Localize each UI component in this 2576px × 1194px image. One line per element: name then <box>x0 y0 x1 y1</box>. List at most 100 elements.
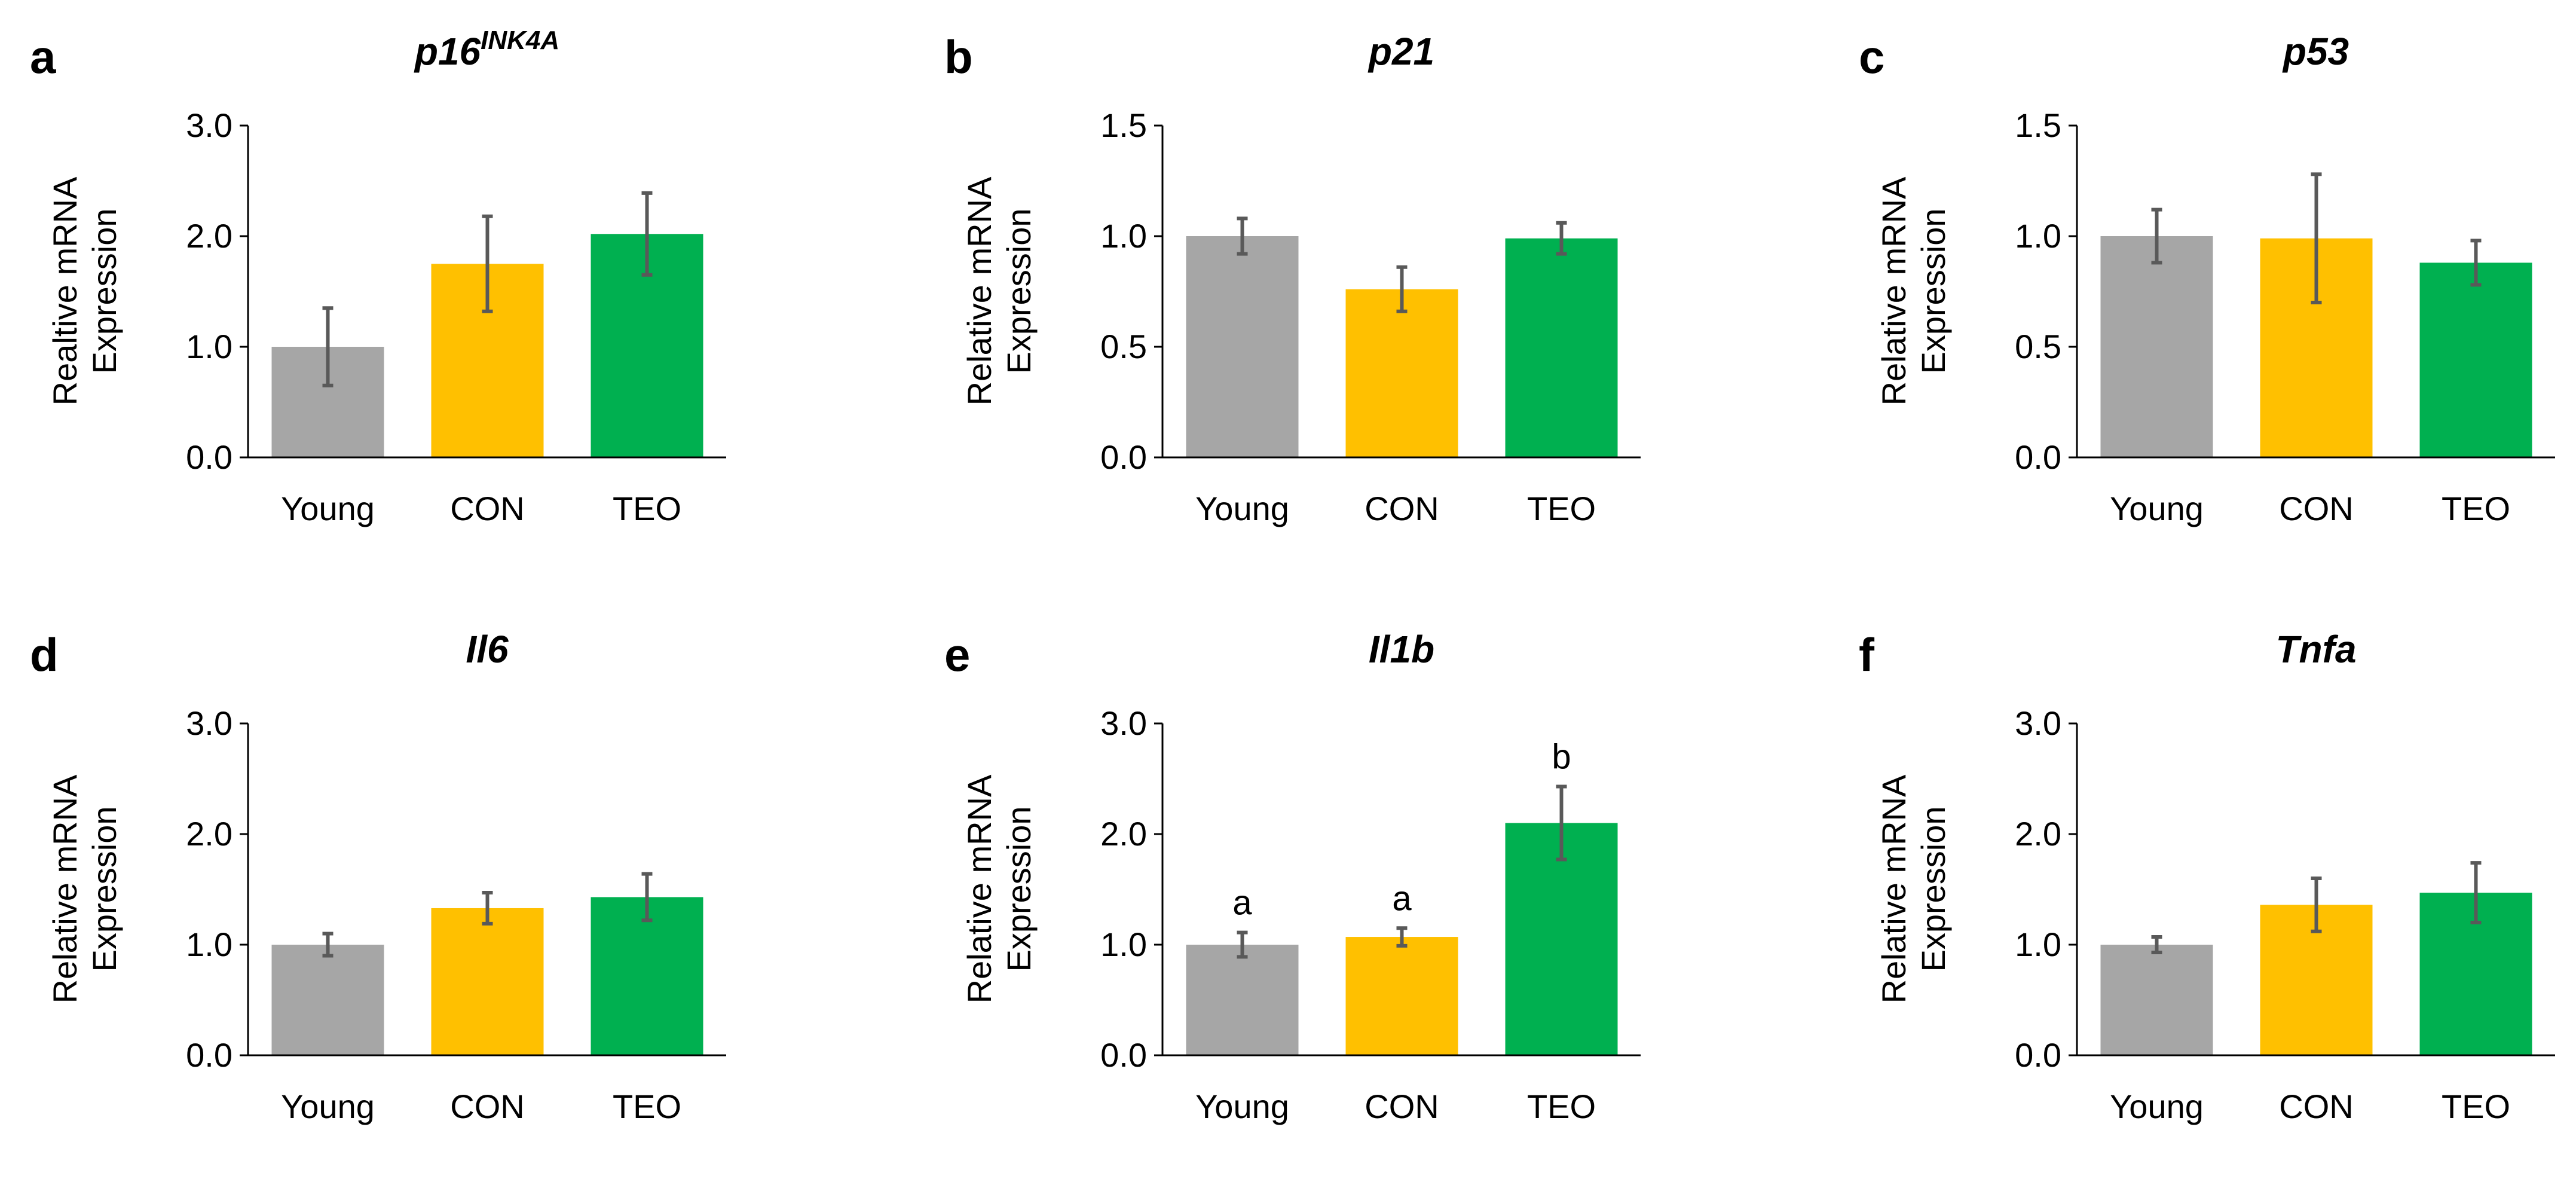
significance-letter: a <box>1392 879 1412 918</box>
chart-panel-e: e Il1b Relative mRNAExpression 0.0 1.0 2.0 3.0… <box>944 628 1641 1125</box>
x-category-label: TEO <box>613 490 681 527</box>
chart-title-main: Tnfa <box>2275 628 2356 671</box>
x-category-label: CON <box>450 1088 524 1125</box>
error-bar-young <box>322 932 334 958</box>
y-tick-label: 1.0 <box>186 926 232 963</box>
x-category-label: CON <box>2279 1088 2353 1125</box>
chart-title-superscript: INK4A <box>481 26 559 55</box>
chart-panel-c: c p53 Relative mRNAExpression 0.0 0.5 1.0 1.5 Y… <box>1859 30 2555 527</box>
x-category-label: Young <box>281 1088 375 1125</box>
error-bar-teo <box>641 872 653 923</box>
y-axis-label-line: Relative mRNA <box>960 774 998 1003</box>
x-category-label: TEO <box>1527 1088 1596 1125</box>
chart-panel-b: b p21 Relative mRNAExpression 0.0 0.5 1.0 1.5 Y… <box>944 30 1641 527</box>
y-tick-label: 2.0 <box>1100 815 1147 853</box>
chart-panel-d: d Il6 Relative mRNAExpression 0.0 1.0 2.0 3.0 Y… <box>30 628 726 1125</box>
significance-letter: b <box>1552 737 1571 776</box>
y-axis-label-line: Relative mRNA <box>1875 176 1913 405</box>
y-tick-label: 0.0 <box>186 1036 232 1074</box>
y-tick-label: 1.0 <box>186 328 232 365</box>
y-tick-label: 0.0 <box>186 438 232 476</box>
chart-title-main: p21 <box>1367 30 1434 73</box>
x-category-label: TEO <box>613 1088 681 1125</box>
panel-letter: f <box>1859 628 1875 681</box>
y-tick-label: 2.0 <box>2015 815 2061 853</box>
chart-title: Il6 <box>466 628 509 671</box>
y-axis-label-line: Relative mRNA <box>960 176 998 405</box>
error-bar-young <box>2151 935 2162 954</box>
chart-title-main: Il6 <box>466 628 509 671</box>
bar-teo <box>1505 238 1618 457</box>
error-bar-con <box>2311 172 2322 304</box>
error-bar-teo <box>1556 221 1567 256</box>
x-category-label: CON <box>1365 1088 1439 1125</box>
y-tick-label: 0.5 <box>1100 328 1147 365</box>
y-tick-label: 1.0 <box>2015 217 2061 255</box>
chart-panel-f: f Tnfa Relative mRNAExpression 0.0 1.0 2.0 3.0… <box>1859 628 2555 1125</box>
y-tick-label: 1.0 <box>1100 217 1147 255</box>
error-bar-young <box>1237 216 1248 256</box>
y-tick-label: 2.0 <box>186 217 232 255</box>
bar-young <box>2100 236 2213 457</box>
panel-letter: c <box>1859 30 1884 83</box>
error-bar-young <box>322 306 334 387</box>
significance-letter: a <box>1232 884 1252 923</box>
x-category-label: CON <box>2279 490 2353 527</box>
x-category-label: TEO <box>1527 490 1596 527</box>
bar-young <box>1186 236 1299 457</box>
error-bar-con <box>482 891 493 926</box>
y-axis-label-line: Expression <box>1914 208 1952 374</box>
error-bar-teo <box>2470 239 2482 287</box>
chart-title: Tnfa <box>2275 628 2356 671</box>
y-axis-label: Relative mRNAExpression <box>1875 176 1952 405</box>
y-axis-label-line: Expression <box>85 806 123 972</box>
error-bar-con <box>1396 265 1408 313</box>
error-bar-con <box>2311 877 2322 933</box>
y-tick-label: 3.0 <box>1100 704 1147 742</box>
panel-letter: e <box>944 628 970 681</box>
error-bar-young <box>2151 207 2162 265</box>
y-tick-label: 0.0 <box>1100 438 1147 476</box>
chart-title-main: p16 <box>414 30 481 73</box>
bar-con <box>1345 289 1458 457</box>
x-category-label: CON <box>1365 490 1439 527</box>
x-category-label: Young <box>1195 1088 1289 1125</box>
y-axis-label-line: Relative mRNA <box>46 774 84 1003</box>
y-tick-label: 3.0 <box>186 704 232 742</box>
y-tick-label: 1.5 <box>2015 106 2061 144</box>
y-tick-label: 1.0 <box>2015 926 2061 963</box>
chart-title: p21 <box>1367 30 1434 73</box>
error-bar-young <box>1237 930 1248 959</box>
y-axis-label: Relative mRNAExpression <box>46 774 123 1003</box>
y-tick-label: 2.0 <box>186 815 232 853</box>
bar-young <box>2100 945 2213 1055</box>
y-axis-label: Relative mRNAExpression <box>960 176 1038 405</box>
error-bar-con <box>482 214 493 313</box>
y-axis-label-line: Realtive mRNA <box>46 176 84 405</box>
bar-con <box>1345 937 1458 1055</box>
error-bar-teo <box>2470 861 2482 924</box>
panel-letter: a <box>30 30 56 83</box>
y-axis-label: Relative mRNAExpression <box>960 774 1038 1003</box>
x-category-label: TEO <box>2442 490 2510 527</box>
bar-teo <box>591 897 703 1055</box>
y-tick-label: 3.0 <box>2015 704 2061 742</box>
y-axis-label-line: Expression <box>1914 806 1952 972</box>
chart-title: p16INK4A <box>414 26 559 73</box>
x-category-label: Young <box>281 490 375 527</box>
y-axis-label: Realtive mRNAExpression <box>46 176 123 405</box>
chart-panel-a: a p16INK4A Realtive mRNAExpression 0.0 1.0 2.… <box>30 26 726 527</box>
y-axis-label-line: Expression <box>1000 806 1038 972</box>
y-tick-label: 1.5 <box>1100 106 1147 144</box>
y-tick-label: 0.5 <box>2015 328 2061 365</box>
x-category-label: Young <box>1195 490 1289 527</box>
y-tick-label: 0.0 <box>1100 1036 1147 1074</box>
bar-young <box>271 945 384 1055</box>
bar-young <box>1186 945 1299 1055</box>
y-tick-label: 0.0 <box>2015 438 2061 476</box>
y-axis-label-line: Expression <box>85 208 123 374</box>
chart-title-main: Il1b <box>1369 628 1434 671</box>
chart-title: Il1b <box>1369 628 1434 671</box>
bar-teo <box>1505 823 1618 1055</box>
bar-con <box>431 908 544 1055</box>
